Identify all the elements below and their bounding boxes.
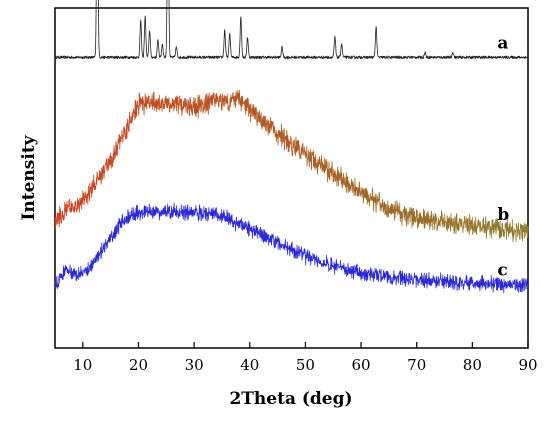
series-a-label: a [497, 33, 508, 53]
y-axis-title: Intensity [19, 134, 39, 220]
series-labels: a b c [497, 33, 509, 280]
x-tick-label: 90 [518, 356, 537, 374]
series-b-label: b [497, 205, 509, 225]
x-tick-label: 40 [240, 356, 259, 374]
x-tick-label: 20 [129, 356, 148, 374]
series-c-label: c [497, 260, 507, 280]
x-tick-label: 70 [407, 356, 426, 374]
x-tick-label: 10 [73, 356, 92, 374]
series-b-line [54, 89, 529, 243]
x-tick-label: 60 [352, 356, 371, 374]
x-tick-label: 50 [296, 356, 315, 374]
series-c-line [54, 202, 529, 294]
x-tick-label: 80 [463, 356, 482, 374]
series-a-line [54, 0, 529, 60]
x-tick-label: 30 [185, 356, 204, 374]
series-layer [54, 0, 529, 294]
x-ticks: 10 20 30 40 50 60 70 80 90 [73, 342, 538, 374]
x-axis-title: 2Theta (deg) [229, 389, 352, 409]
plot-frame [54, 7, 529, 349]
